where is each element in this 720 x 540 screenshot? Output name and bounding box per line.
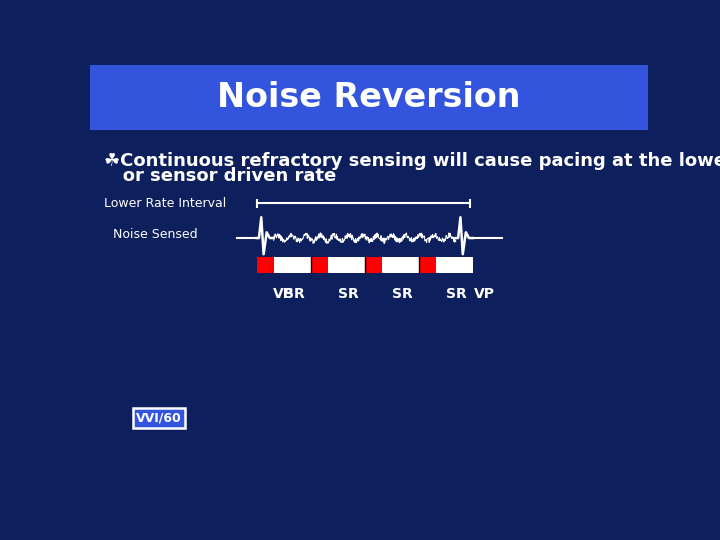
- Bar: [256, 257, 473, 273]
- Text: SR: SR: [284, 287, 305, 301]
- Text: VP: VP: [273, 287, 294, 301]
- Bar: [365, 257, 382, 273]
- Bar: [419, 257, 436, 273]
- Text: SR: SR: [338, 287, 359, 301]
- Text: SR: SR: [446, 287, 467, 301]
- Bar: [132, 408, 185, 428]
- Bar: [90, 65, 648, 80]
- Text: VVI/60: VVI/60: [136, 411, 182, 425]
- Bar: [256, 257, 274, 273]
- Text: VP: VP: [474, 287, 495, 301]
- Text: Lower Rate Interval: Lower Rate Interval: [104, 197, 226, 210]
- Text: ☘Continuous refractory sensing will cause pacing at the lower: ☘Continuous refractory sensing will caus…: [104, 152, 720, 170]
- Text: Noise Reversion: Noise Reversion: [217, 81, 521, 114]
- Bar: [311, 257, 328, 273]
- Text: Noise Sensed: Noise Sensed: [113, 228, 198, 241]
- Text: or sensor driven rate: or sensor driven rate: [104, 167, 336, 185]
- Text: SR: SR: [392, 287, 413, 301]
- Bar: [90, 65, 648, 130]
